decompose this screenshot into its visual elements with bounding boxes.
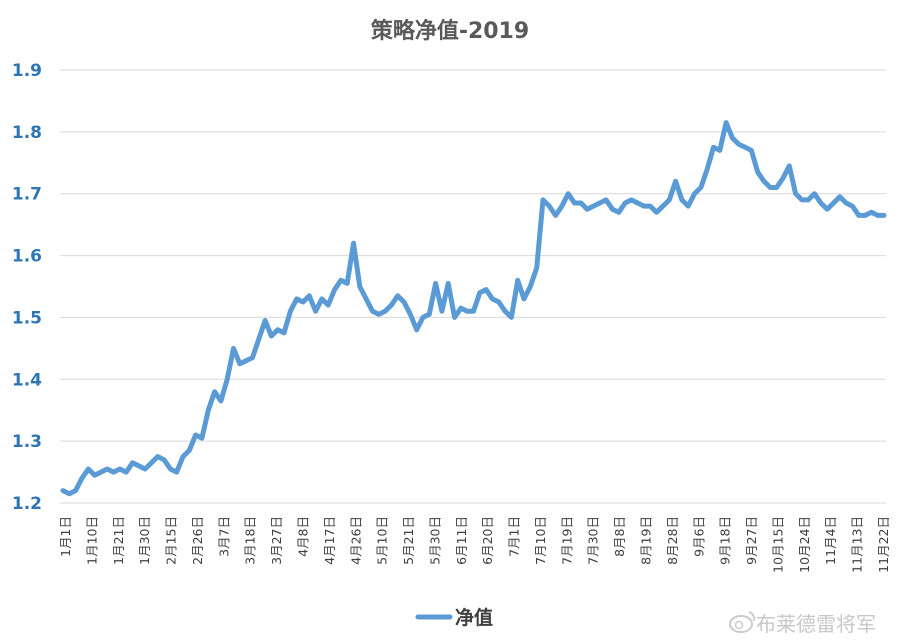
x-tick-label: 9月18日 xyxy=(718,516,733,565)
y-tick-label: 1.5 xyxy=(12,308,42,328)
x-tick-label: 1月21日 xyxy=(111,516,126,565)
x-tick-label: 9月6日 xyxy=(691,516,706,557)
x-tick-label: 7月10日 xyxy=(533,516,548,565)
x-tick-label: 5月30日 xyxy=(427,516,442,565)
y-tick-label: 1.3 xyxy=(12,432,42,452)
y-tick-label: 1.9 xyxy=(12,61,42,81)
x-tick-label: 6月11日 xyxy=(454,516,469,565)
x-tick-label: 9月27日 xyxy=(744,516,759,565)
legend: 净值 xyxy=(415,606,493,629)
y-tick-label: 1.2 xyxy=(12,494,42,514)
x-tick-label: 7月30日 xyxy=(586,516,601,565)
x-tick-label: 11月4日 xyxy=(823,516,838,565)
y-tick-label: 1.6 xyxy=(12,247,42,267)
x-tick-label: 8月8日 xyxy=(612,516,627,557)
weibo-logo-icon xyxy=(729,611,756,633)
y-tick-label: 1.8 xyxy=(12,123,42,143)
x-tick-label: 1月10日 xyxy=(84,516,99,565)
y-axis-ticks: 1.2 1.3 1.4 1.5 1.6 1.7 1.8 1.9 xyxy=(12,61,42,514)
x-tick-label: 4月17日 xyxy=(322,516,337,565)
watermark: 布莱德雷将军 xyxy=(729,611,876,636)
x-tick-label: 5月10日 xyxy=(375,516,390,565)
y-tick-label: 1.7 xyxy=(12,185,42,205)
x-tick-label: 11月22日 xyxy=(876,516,891,573)
x-tick-label: 2月15日 xyxy=(164,516,179,565)
x-tick-label: 8月28日 xyxy=(665,516,680,565)
y-tick-label: 1.4 xyxy=(12,370,42,390)
x-tick-label: 3月7日 xyxy=(216,516,231,557)
gridlines xyxy=(60,69,886,504)
x-tick-label: 1月1日 xyxy=(58,516,73,557)
x-tick-label: 10月15日 xyxy=(770,516,785,573)
x-tick-label: 11月13日 xyxy=(850,516,865,573)
x-tick-label: 8月19日 xyxy=(639,516,654,565)
x-tick-label: 3月18日 xyxy=(243,516,258,565)
x-tick-label: 10月24日 xyxy=(797,516,812,573)
series-line-0 xyxy=(60,120,887,497)
x-tick-label: 6月20日 xyxy=(480,516,495,565)
x-tick-label: 3月27日 xyxy=(269,516,284,565)
x-tick-label: 5月21日 xyxy=(401,516,416,565)
chart-title: 策略净值-2019 xyxy=(371,18,529,44)
x-tick-label: 4月8日 xyxy=(295,516,310,557)
series-layer xyxy=(60,120,887,497)
x-tick-label: 2月26日 xyxy=(190,516,205,565)
x-tick-label: 7月19日 xyxy=(559,516,574,565)
x-tick-label: 4月26日 xyxy=(348,516,363,565)
x-axis-ticks: 1月1日 1月10日 1月21日 1月30日 2月15日 2月26日 3月7日 3月18日 3月… xyxy=(58,516,891,573)
x-tick-label: 1月30日 xyxy=(137,516,152,565)
watermark-text: 布莱德雷将军 xyxy=(756,612,876,636)
legend-label: 净值 xyxy=(455,606,493,629)
x-tick-label: 7月1日 xyxy=(507,516,522,557)
